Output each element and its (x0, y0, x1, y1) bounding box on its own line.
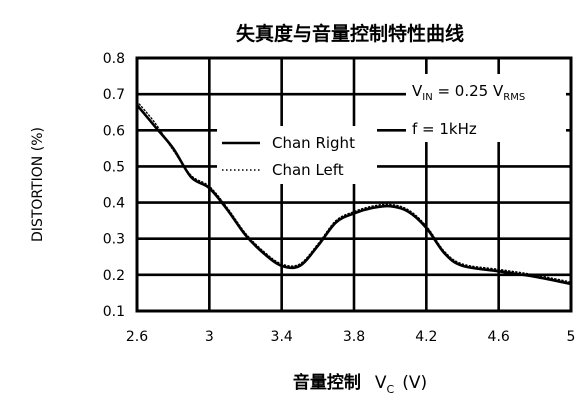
series-layer (135, 100, 573, 286)
vin-symbol: V (412, 82, 423, 100)
vin-value: = 0.25 V (433, 82, 504, 100)
y-tick-label: 0.3 (103, 232, 125, 248)
series-line-chan-right (135, 103, 573, 286)
chart-title: 失真度与音量控制特性曲线 (236, 22, 464, 45)
y-tick-labels: 0.1 0.2 0.3 0.4 0.5 0.6 0.7 0.8 (103, 51, 125, 320)
conditions-box (406, 74, 566, 142)
plot-frame (135, 56, 573, 313)
x-tick-label: 4.6 (488, 329, 510, 345)
y-tick-label: 0.8 (103, 51, 125, 67)
x-axis-label-text: 音量控制 (293, 372, 361, 393)
series-line-chan-left (136, 100, 572, 283)
y-tick-label: 0.6 (103, 123, 125, 139)
x-tick-label: 5 (567, 329, 576, 345)
vin-subscript: IN (422, 92, 432, 103)
x-tick-label: 3.8 (343, 329, 365, 345)
x-tick-label: 3 (205, 329, 214, 345)
legend-label-chan-left: Chan Left (272, 161, 344, 179)
y-tick-label: 0.1 (103, 304, 125, 320)
x-axis-label-unit: (V) (402, 373, 427, 393)
x-tick-label: 4.2 (415, 329, 437, 345)
y-tick-label: 0.7 (103, 87, 125, 103)
vin-unit-subscript: RMS (503, 92, 525, 103)
x-tick-label: 2.6 (126, 329, 148, 345)
x-tick-labels: 2.6 3 3.4 3.8 4.2 4.6 5 (126, 329, 576, 345)
condition-frequency: f = 1kHz (412, 120, 477, 138)
y-axis-label: DISTORTION (%) (30, 127, 46, 242)
y-tick-label: 0.4 (103, 196, 125, 212)
x-axis-label-var: V (375, 373, 387, 393)
x-axis-label-sub: C (387, 383, 395, 396)
x-axis-label: 音量控制 VC (V) (293, 372, 427, 396)
legend-label-chan-right: Chan Right (272, 134, 355, 152)
y-tick-label: 0.5 (103, 159, 125, 175)
condition-vin: VIN = 0.25 VRMS (412, 82, 525, 103)
legend-box (217, 126, 377, 184)
x-tick-label: 3.4 (271, 329, 293, 345)
y-tick-label: 0.2 (103, 268, 125, 284)
